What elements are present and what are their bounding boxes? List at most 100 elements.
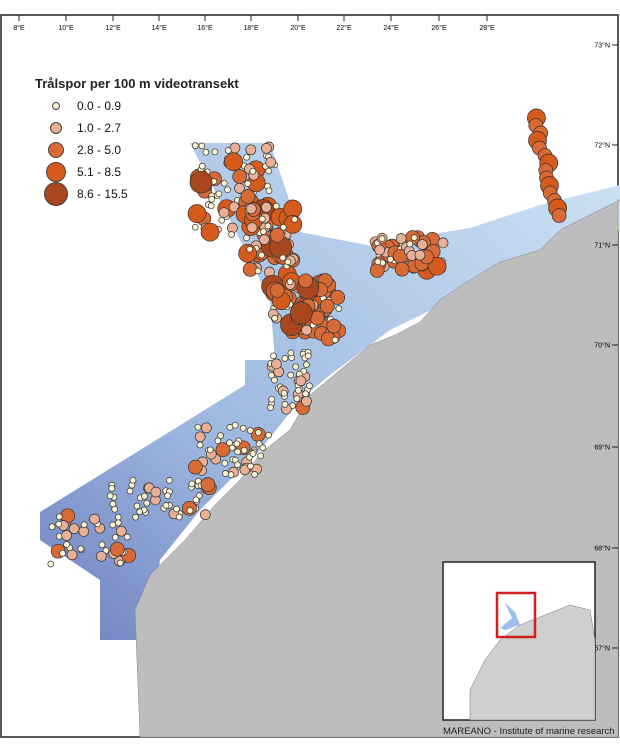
station-marker xyxy=(187,204,207,223)
longitude-label: 12°E xyxy=(105,24,121,32)
longitude-label: 20°E xyxy=(290,24,306,32)
station-marker xyxy=(251,471,258,478)
station-marker xyxy=(281,401,289,408)
station-marker xyxy=(301,324,312,336)
station-marker xyxy=(191,223,199,231)
station-marker xyxy=(410,234,418,241)
legend-label: 8.6 - 15.5 xyxy=(77,187,128,201)
station-marker xyxy=(254,267,262,275)
latitude-label: 73°N xyxy=(594,42,610,50)
station-marker xyxy=(109,541,125,557)
inset-map xyxy=(442,561,596,721)
station-marker xyxy=(194,423,202,431)
legend-label: 5.1 - 8.5 xyxy=(77,165,122,179)
station-marker xyxy=(293,395,301,402)
station-marker xyxy=(47,560,55,568)
longitude-label: 24°E xyxy=(383,24,399,32)
station-marker xyxy=(208,195,216,203)
station-marker xyxy=(141,492,148,500)
station-marker xyxy=(109,500,117,508)
station-marker xyxy=(115,525,127,537)
station-marker xyxy=(271,314,279,322)
station-marker xyxy=(240,446,248,454)
station-marker xyxy=(162,502,170,509)
station-marker xyxy=(123,533,131,541)
station-marker xyxy=(136,508,144,516)
station-marker xyxy=(95,550,107,562)
station-marker xyxy=(272,202,280,210)
station-marker xyxy=(378,235,386,242)
station-marker xyxy=(271,376,278,384)
station-marker xyxy=(215,442,231,458)
station-marker xyxy=(281,355,289,362)
station-marker xyxy=(243,234,250,242)
station-marker xyxy=(234,461,241,469)
station-marker xyxy=(287,349,295,357)
station-marker xyxy=(247,462,254,470)
longitude-label: 10°E xyxy=(58,24,74,32)
survey-area xyxy=(40,143,620,640)
longitude-label: 26°E xyxy=(431,24,447,32)
station-marker xyxy=(245,203,257,215)
station-marker xyxy=(198,162,206,170)
station-marker xyxy=(224,186,231,194)
station-marker xyxy=(265,156,277,168)
station-marker xyxy=(199,509,211,520)
station-marker xyxy=(106,492,114,500)
station-marker xyxy=(304,352,312,360)
station-marker xyxy=(194,431,206,443)
station-marker xyxy=(215,190,223,198)
station-marker xyxy=(108,484,116,492)
station-marker xyxy=(331,336,339,344)
station-marker xyxy=(173,505,180,513)
station-marker xyxy=(164,492,171,500)
station-marker xyxy=(186,507,194,514)
station-marker xyxy=(244,180,252,187)
station-marker xyxy=(133,502,141,510)
station-marker xyxy=(246,222,258,233)
longitude-label: 28°E xyxy=(479,24,495,32)
station-marker xyxy=(192,496,200,504)
station-marker xyxy=(279,254,287,262)
station-marker xyxy=(269,227,285,243)
station-marker xyxy=(394,261,410,277)
station-marker xyxy=(414,249,426,261)
station-marker xyxy=(196,441,204,449)
station-marker xyxy=(295,387,302,394)
station-marker xyxy=(271,358,282,370)
station-marker xyxy=(265,167,273,175)
legend-title: Trålspor per 100 m videotransekt xyxy=(35,76,239,91)
station-marker xyxy=(298,273,313,289)
station-marker xyxy=(132,513,139,521)
latitude-label: 71°N xyxy=(594,242,610,250)
legend: Trålspor per 100 m videotransekt 0.0 - 0… xyxy=(35,76,239,206)
legend-symbol xyxy=(52,102,60,110)
station-marker xyxy=(280,223,287,231)
station-marker xyxy=(286,278,294,286)
station-marker xyxy=(102,547,110,554)
legend-symbol xyxy=(50,122,62,134)
station-marker xyxy=(306,382,313,390)
station-marker xyxy=(427,256,447,276)
station-marker xyxy=(270,352,277,360)
station-marker xyxy=(98,541,106,549)
legend-symbol xyxy=(46,162,66,182)
latitude-label: 72°N xyxy=(594,142,610,150)
latitude-label: 70°N xyxy=(594,342,610,350)
station-marker xyxy=(211,148,219,156)
station-marker xyxy=(280,389,288,397)
station-marker xyxy=(335,305,343,312)
station-marker xyxy=(295,375,307,387)
station-marker xyxy=(63,541,70,548)
station-marker xyxy=(289,301,313,325)
longitude-label: 14°E xyxy=(151,24,167,32)
station-marker xyxy=(114,513,122,521)
station-marker xyxy=(220,179,228,187)
latitude-label: 68°N xyxy=(594,545,610,553)
station-marker xyxy=(242,262,258,277)
legend-label: 1.0 - 2.7 xyxy=(77,121,122,135)
station-marker xyxy=(200,222,220,242)
station-marker xyxy=(228,231,235,238)
station-marker xyxy=(224,147,232,154)
station-marker xyxy=(249,450,257,457)
